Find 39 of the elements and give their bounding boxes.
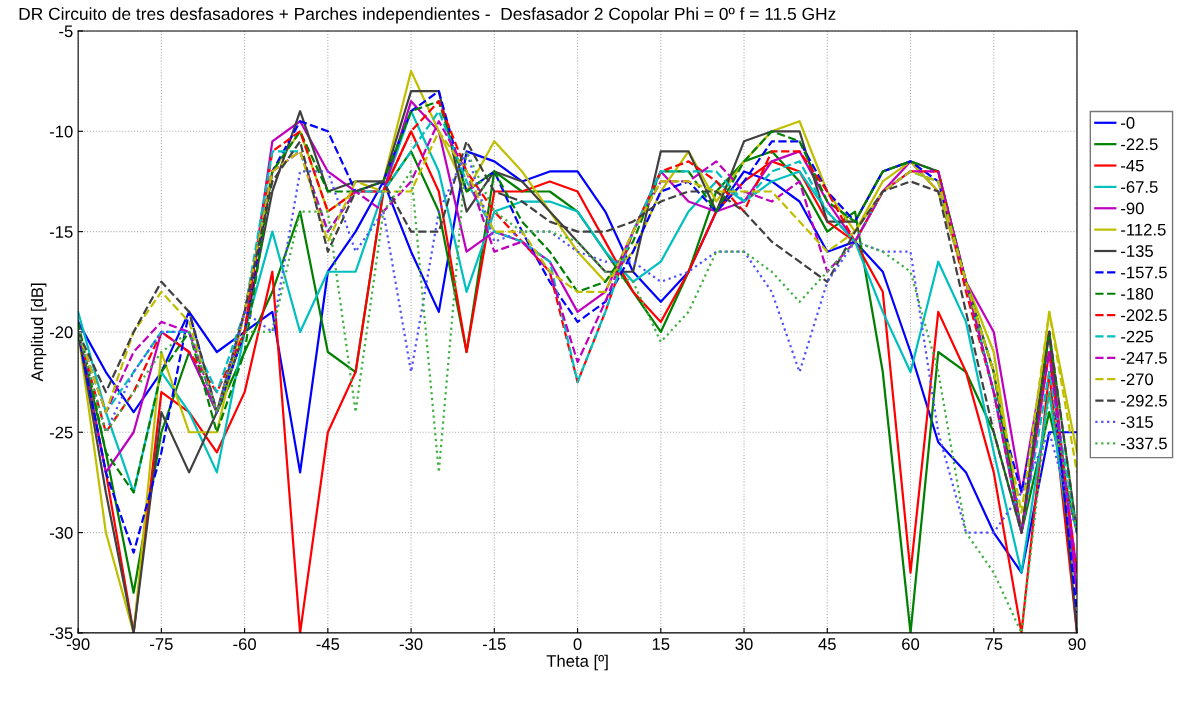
x-tick-label: -30 bbox=[399, 638, 423, 650]
legend-label: -270 bbox=[1121, 373, 1154, 386]
y-tick-label: -30 bbox=[49, 526, 73, 539]
legend-label: -45 bbox=[1121, 159, 1144, 172]
y-tick-label: -20 bbox=[49, 326, 73, 339]
x-tick-label: 60 bbox=[902, 638, 920, 650]
x-tick-label: 30 bbox=[735, 638, 753, 650]
legend-label: -67.5 bbox=[1121, 181, 1158, 193]
legend-label: -112.5 bbox=[1121, 223, 1166, 236]
x-tick-label: -15 bbox=[483, 638, 506, 650]
y-tick-label: -25 bbox=[49, 426, 73, 439]
x-tick-label: -90 bbox=[66, 638, 90, 650]
x-axis-title: Theta [º] bbox=[546, 654, 608, 671]
x-tick-label: -45 bbox=[316, 638, 340, 650]
legend-label: -292.5 bbox=[1121, 394, 1167, 407]
legend-label: -247.5 bbox=[1121, 352, 1167, 364]
x-tick-label: 15 bbox=[652, 638, 670, 650]
x-tick-label: 90 bbox=[1068, 638, 1086, 650]
x-tick-label: 45 bbox=[818, 638, 836, 650]
legend-label: -315 bbox=[1121, 416, 1153, 428]
chart-title: DR Circuito de tres desfasadores + Parches independientes - Desfasador 2 Copolar Phi = 0º f = 11.5 GHz bbox=[19, 7, 836, 24]
x-tick-label: -60 bbox=[233, 638, 256, 650]
x-tick-label: 75 bbox=[985, 638, 1003, 650]
y-tick-label: -35 bbox=[49, 627, 73, 640]
legend-label: -202.5 bbox=[1121, 309, 1167, 322]
legend-label: -180 bbox=[1121, 287, 1154, 300]
legend-label: -90 bbox=[1121, 202, 1144, 215]
legend-label: -157.5 bbox=[1121, 266, 1167, 279]
y-axis-title: Amplitud [dB] bbox=[30, 283, 47, 382]
y-tick-label: -10 bbox=[49, 125, 73, 138]
legend-label: -135 bbox=[1121, 245, 1153, 257]
legend-label: -337.5 bbox=[1121, 437, 1167, 450]
legend-label: -225 bbox=[1121, 330, 1153, 343]
x-tick-label: 0 bbox=[573, 638, 582, 650]
x-tick-label: -75 bbox=[150, 638, 173, 650]
y-tick-label: -5 bbox=[59, 25, 73, 38]
legend-label: -0 bbox=[1121, 116, 1135, 129]
y-tick-label: -15 bbox=[49, 226, 73, 238]
legend-label: -22.5 bbox=[1121, 138, 1158, 151]
